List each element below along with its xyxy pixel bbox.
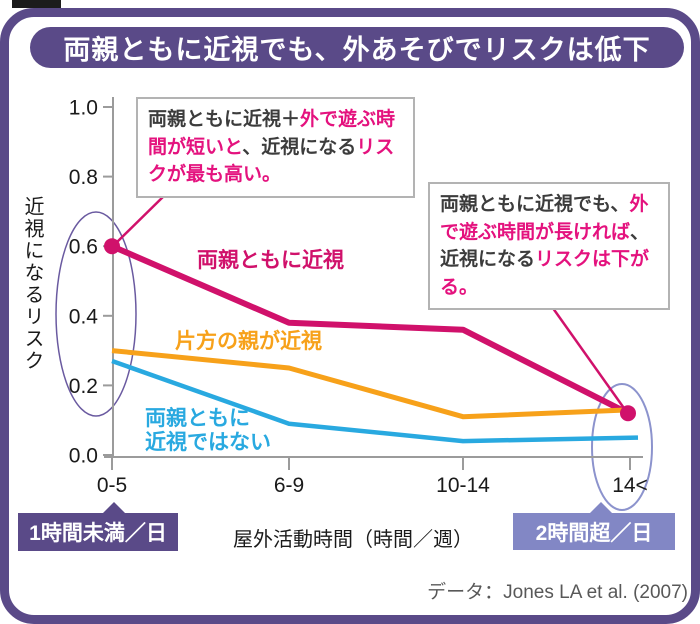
callout-highlight-run: リスクは下がる。 (440, 249, 650, 298)
callout-highlight-run: 外で遊ぶ時間が長ければ (440, 194, 649, 243)
callout-highlight-run: 外で遊ぶ時間が短いと (148, 109, 396, 158)
badge-under-1-hour: 1時間未満／日 (18, 513, 178, 551)
series-label-0: 両親ともに近視 (197, 249, 344, 272)
callout-run: 両親ともに近視＋ (148, 109, 301, 130)
callout-risk-drops: 両親ともに近視でも、外で遊ぶ時間が長ければ、近視になるリスクは下がる。 (428, 182, 670, 311)
callout-run: 、近視になる (440, 221, 650, 271)
right-badge-pointer-icon (590, 502, 612, 513)
callout-run: 、近視になる (242, 136, 357, 158)
callout-run: 両親ともに近視でも、 (440, 194, 630, 215)
y-axis-title: 近視になるリスク (21, 196, 43, 372)
x-axis-title: 屋外活動時間（時間／週） (233, 529, 473, 551)
data-source: データ：Jones LA et al. (2007) (427, 582, 688, 603)
series-label-1: 片方の親が近視 (175, 330, 322, 353)
callout-risk-drops-text: 両親ともに近視でも、外で遊ぶ時間が長ければ、近視になるリスクは下がる。 (440, 194, 649, 298)
series-label-2: 両親ともに 近視ではない (145, 407, 271, 454)
callout-highest-risk-text: 両親ともに近視＋外で遊ぶ時間が短いと、近視になるリスクが最も高い。 (148, 109, 395, 185)
page-title: 両親ともに近視でも、外あそびでリスクは低下 (30, 27, 684, 68)
callout-highest-risk: 両親ともに近視＋外で遊ぶ時間が短いと、近視になるリスクが最も高い。 (136, 97, 415, 198)
badge-over-2-hours: 2時間超／日 (513, 513, 675, 550)
top-edge-artifact (12, 0, 61, 8)
left-badge-pointer-icon (103, 502, 125, 513)
callout-highlight-run: リスクが最も高い。 (148, 136, 395, 186)
